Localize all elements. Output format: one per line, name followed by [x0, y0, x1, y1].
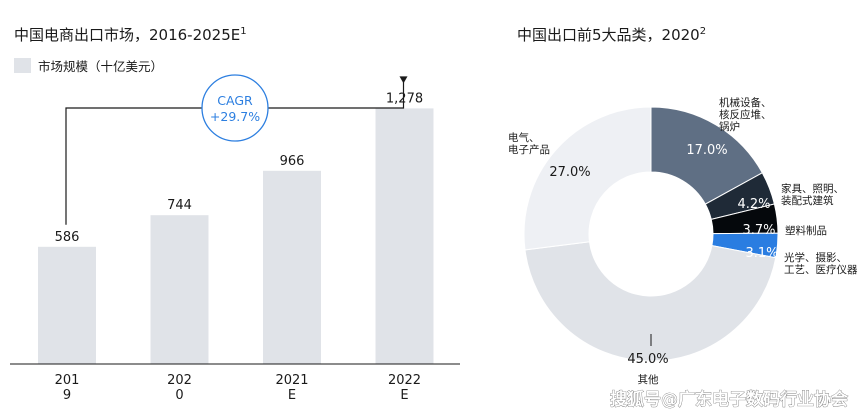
donut-category-label-1-0: 家具、照明、	[781, 182, 844, 195]
bar-chart-title: 中国电商出口市场，2016-2025E1	[14, 26, 247, 44]
donut-category-label-1-1: 装配式建筑	[781, 194, 834, 207]
donut-value-label-5: 27.0%	[549, 165, 590, 180]
cagr-annotation: CAGR +29.7%	[65, 74, 408, 225]
donut-category-label-4-0: 其他	[638, 373, 659, 386]
donut-slice-4	[524, 241, 777, 362]
donut-slice-5	[523, 106, 652, 251]
bar-3	[375, 108, 434, 365]
donut-category-label-3-1: 工艺、医疗仪器	[784, 263, 858, 276]
donut-category-label-3-0: 光学、摄影、	[784, 251, 847, 264]
x-tick-label-1-0: 202	[167, 373, 192, 388]
donut-value-label-1: 4.2%	[737, 197, 770, 212]
bar-value-label-1: 744	[167, 198, 192, 213]
bar-value-label-0: 586	[55, 230, 80, 245]
bar-chart-title-text: 中国电商出口市场，2016-2025E	[14, 26, 240, 44]
donut-category-label-0-2: 锅炉	[719, 121, 740, 133]
donut-slices	[523, 106, 779, 362]
cagr-circle	[201, 74, 269, 142]
watermark: 搜狐号@广东电子数码行业协会	[610, 389, 848, 410]
x-tick-label-2-0: 2021	[275, 373, 308, 388]
donut-category-label-0-0: 机械设备、	[719, 96, 772, 109]
cagr-label: CAGR	[217, 93, 253, 108]
bar-series: 586 744 966 1,278	[38, 91, 434, 365]
legend-swatch	[14, 58, 31, 73]
donut-chart-title-note: 2	[700, 26, 706, 37]
donut-category-label-5-1: 电子产品	[508, 143, 550, 156]
bar-chart-title-note: 1	[240, 26, 246, 37]
bar-value-label-3: 1,278	[386, 91, 423, 106]
donut-value-label-2: 3.7%	[742, 223, 775, 238]
bar-value-label-2: 966	[280, 154, 305, 169]
x-tick-label-3-1: E	[400, 388, 408, 403]
x-tick-label-0-0: 201	[55, 373, 80, 388]
bar-1	[150, 215, 209, 364]
donut-category-labels: 机械设备、核反应堆、锅炉家具、照明、装配式建筑塑料制品光学、摄影、工艺、医疗仪器…	[508, 96, 858, 386]
donut-category-label-5-0: 电气、	[508, 131, 540, 144]
donut-category-label-2-0: 塑料制品	[785, 224, 827, 237]
donut-value-labels: 17.0% 4.2% 3.7% 3.1% 45.0% 27.0%	[549, 143, 778, 367]
bar-2	[263, 170, 321, 364]
donut-value-label-3: 3.1%	[745, 246, 778, 261]
donut-category-label-0-1: 核反应堆、	[719, 108, 772, 121]
donut-chart-title: 中国出口前5大品类，20202	[517, 26, 706, 44]
bar-0	[38, 246, 96, 364]
x-tick-label-0-1: 9	[63, 388, 71, 403]
donut-chart: 中国出口前5大品类，20202 17.0% 4.2% 3.7% 3.1% 45.0% 27…	[508, 26, 858, 386]
x-tick-label-2-1: E	[288, 388, 296, 403]
donut-value-label-0: 17.0%	[686, 143, 727, 158]
x-tick-label-3-0: 2022	[388, 373, 421, 388]
donut-chart-title-text: 中国出口前5大品类，2020	[517, 26, 700, 44]
donut-value-label-4: 45.0%	[627, 352, 668, 367]
bar-chart: 中国电商出口市场，2016-2025E1 市场规模（十亿美元） 586 744 96…	[10, 26, 460, 403]
cagr-value: +29.7%	[210, 109, 260, 124]
cagr-arrowhead	[399, 76, 408, 84]
legend-label: 市场规模（十亿美元）	[38, 59, 163, 74]
x-tick-label-1-1: 0	[175, 388, 183, 403]
